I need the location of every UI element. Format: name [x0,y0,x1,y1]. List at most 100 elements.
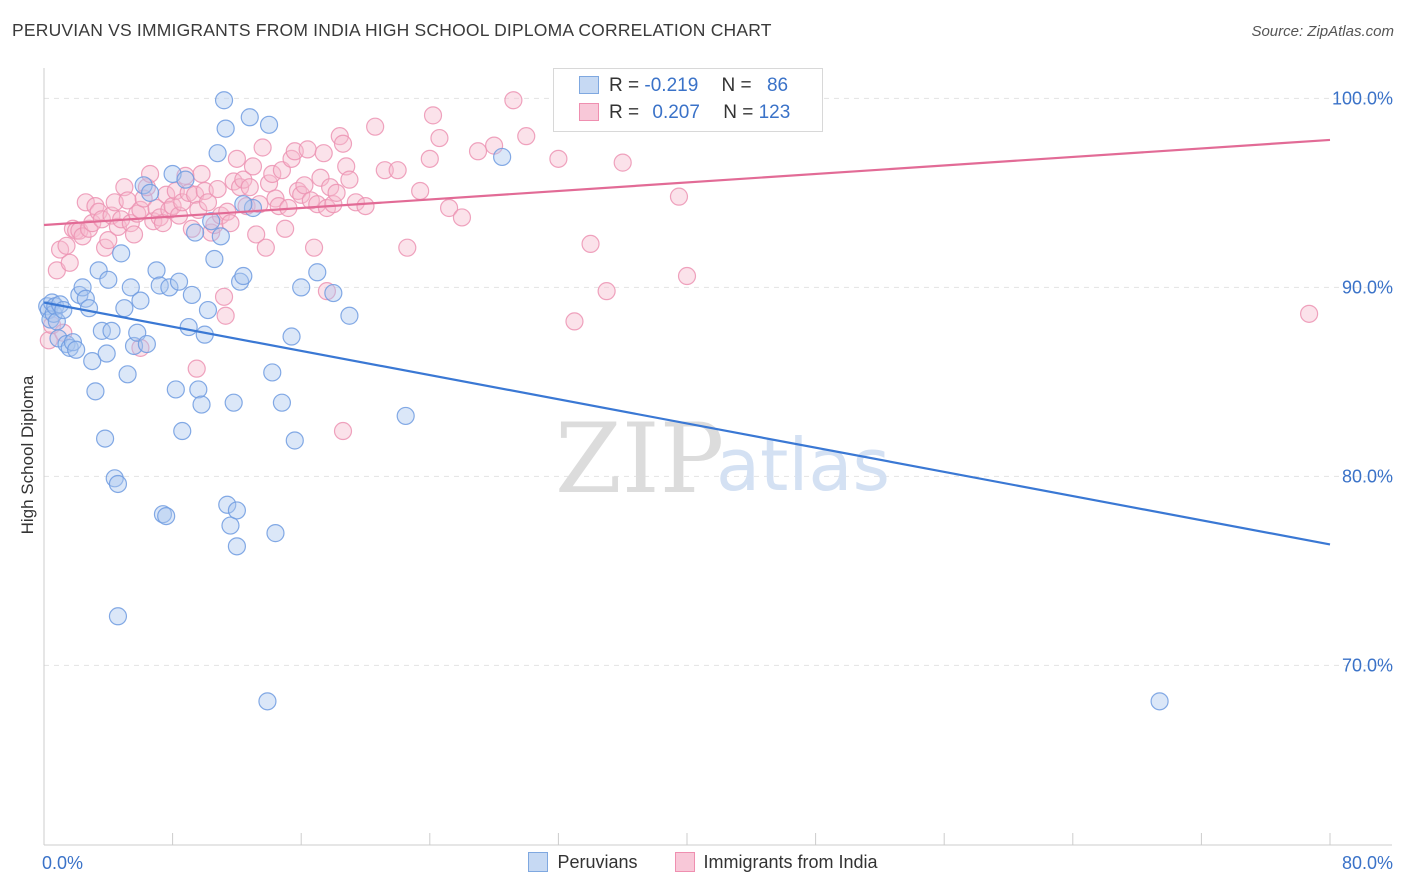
point-peruvians [202,212,221,231]
point-peruvians [99,270,118,289]
point-peruvians [224,393,243,412]
point-india [311,168,330,187]
point-peruvians [105,469,124,488]
point-india [256,238,275,257]
n-label: N = [723,102,754,123]
x-tick-label-max: 80.0% [1342,853,1393,873]
point-peruvians [131,291,150,310]
point-peruvians [108,474,128,494]
stats-row-india: R = 0.207 N = 123 [579,102,790,126]
point-india [346,193,365,212]
point-peruvians [60,338,79,357]
point-peruvians [340,306,359,325]
point-india [420,149,439,168]
point-india [565,312,584,331]
chart-title: PERUVIAN VS IMMIGRANTS FROM INDIA HIGH S… [12,20,772,40]
point-peruvians [97,344,116,363]
point-peruvians [216,119,235,138]
point-peruvians [218,495,237,514]
point-india [340,170,359,189]
axes [43,68,1392,846]
point-india [118,191,137,210]
y-tick-label: 80.0% [1342,466,1393,486]
r-label: R = [609,75,640,96]
y-axis-label-wrap: High School Diploma [16,0,40,892]
point-india [375,161,394,180]
n-value-india: 123 [758,102,791,123]
point-peruvians [134,176,153,195]
point-india [295,176,314,195]
point-peruvians [266,524,285,543]
series-peruvians-points [38,91,1169,711]
y-tick-label: 90.0% [1342,277,1393,297]
point-india [240,178,259,197]
point-india [298,140,317,159]
point-india [192,164,211,184]
point-peruvians [263,363,282,382]
x-tick-label-min: 0.0% [42,853,83,873]
stats-legend: R = -0.219 N = 86 R = 0.207 N = 123 [553,68,823,132]
point-peruvians [214,91,234,110]
n-label: N = [721,75,752,96]
point-india [549,149,568,168]
legend-swatch-peruvians [579,76,599,94]
legend-item-peruvians[interactable]: Peruvians [528,852,637,873]
point-peruvians [140,183,160,202]
point-india [398,238,417,257]
legend-item-india[interactable]: Immigrants from India [674,852,878,873]
point-peruvians [153,505,173,524]
point-india [314,144,333,163]
point-india [677,266,697,286]
point-peruvians [179,317,198,337]
point-peruvians [166,380,185,399]
point-peruvians [192,395,211,414]
point-india [411,181,430,201]
point-peruvians [234,195,253,214]
point-india [333,421,353,441]
series-legend: Peruvians Immigrants from India [0,852,1406,873]
point-peruvians [1150,692,1169,711]
point-india [597,282,616,301]
point-india [423,106,443,125]
point-peruvians [396,406,415,426]
legend-swatch-peruvians [528,852,549,872]
point-india [140,164,160,184]
point-peruvians [186,223,205,242]
point-peruvians [189,380,208,399]
point-india [208,179,227,199]
point-peruvians [259,115,279,134]
point-peruvians [227,501,246,520]
point-peruvians [173,421,192,441]
point-india [439,198,459,218]
legend-swatch-india [579,103,599,121]
watermark-atlas: atlas [716,423,890,507]
point-peruvians [308,263,327,282]
point-india [79,219,99,238]
watermark-zip: ZIP [555,403,724,515]
point-india [669,187,689,206]
point-india [99,231,118,250]
point-peruvians [231,272,250,291]
point-peruvians [198,300,218,320]
point-peruvians [205,249,224,269]
stats-row-peruvians: R = -0.219 N = 86 [579,75,788,99]
trend-line-peruvians [43,301,1331,546]
point-peruvians [211,227,230,246]
point-india [73,227,92,246]
point-india [76,193,95,212]
point-india [63,219,83,238]
point-india [504,91,523,110]
point-india [1300,304,1319,323]
point-peruvians [118,365,137,384]
source-label: Source: ZipAtlas.com [1251,23,1394,40]
point-peruvians [227,537,246,556]
point-peruvians [258,692,277,711]
series-india-points [39,91,1319,441]
point-india [581,234,600,254]
point-peruvians [92,321,111,340]
point-india [54,323,73,342]
point-india [247,225,266,244]
point-peruvians [240,108,259,127]
point-india [317,282,337,301]
point-peruvians [67,340,86,359]
